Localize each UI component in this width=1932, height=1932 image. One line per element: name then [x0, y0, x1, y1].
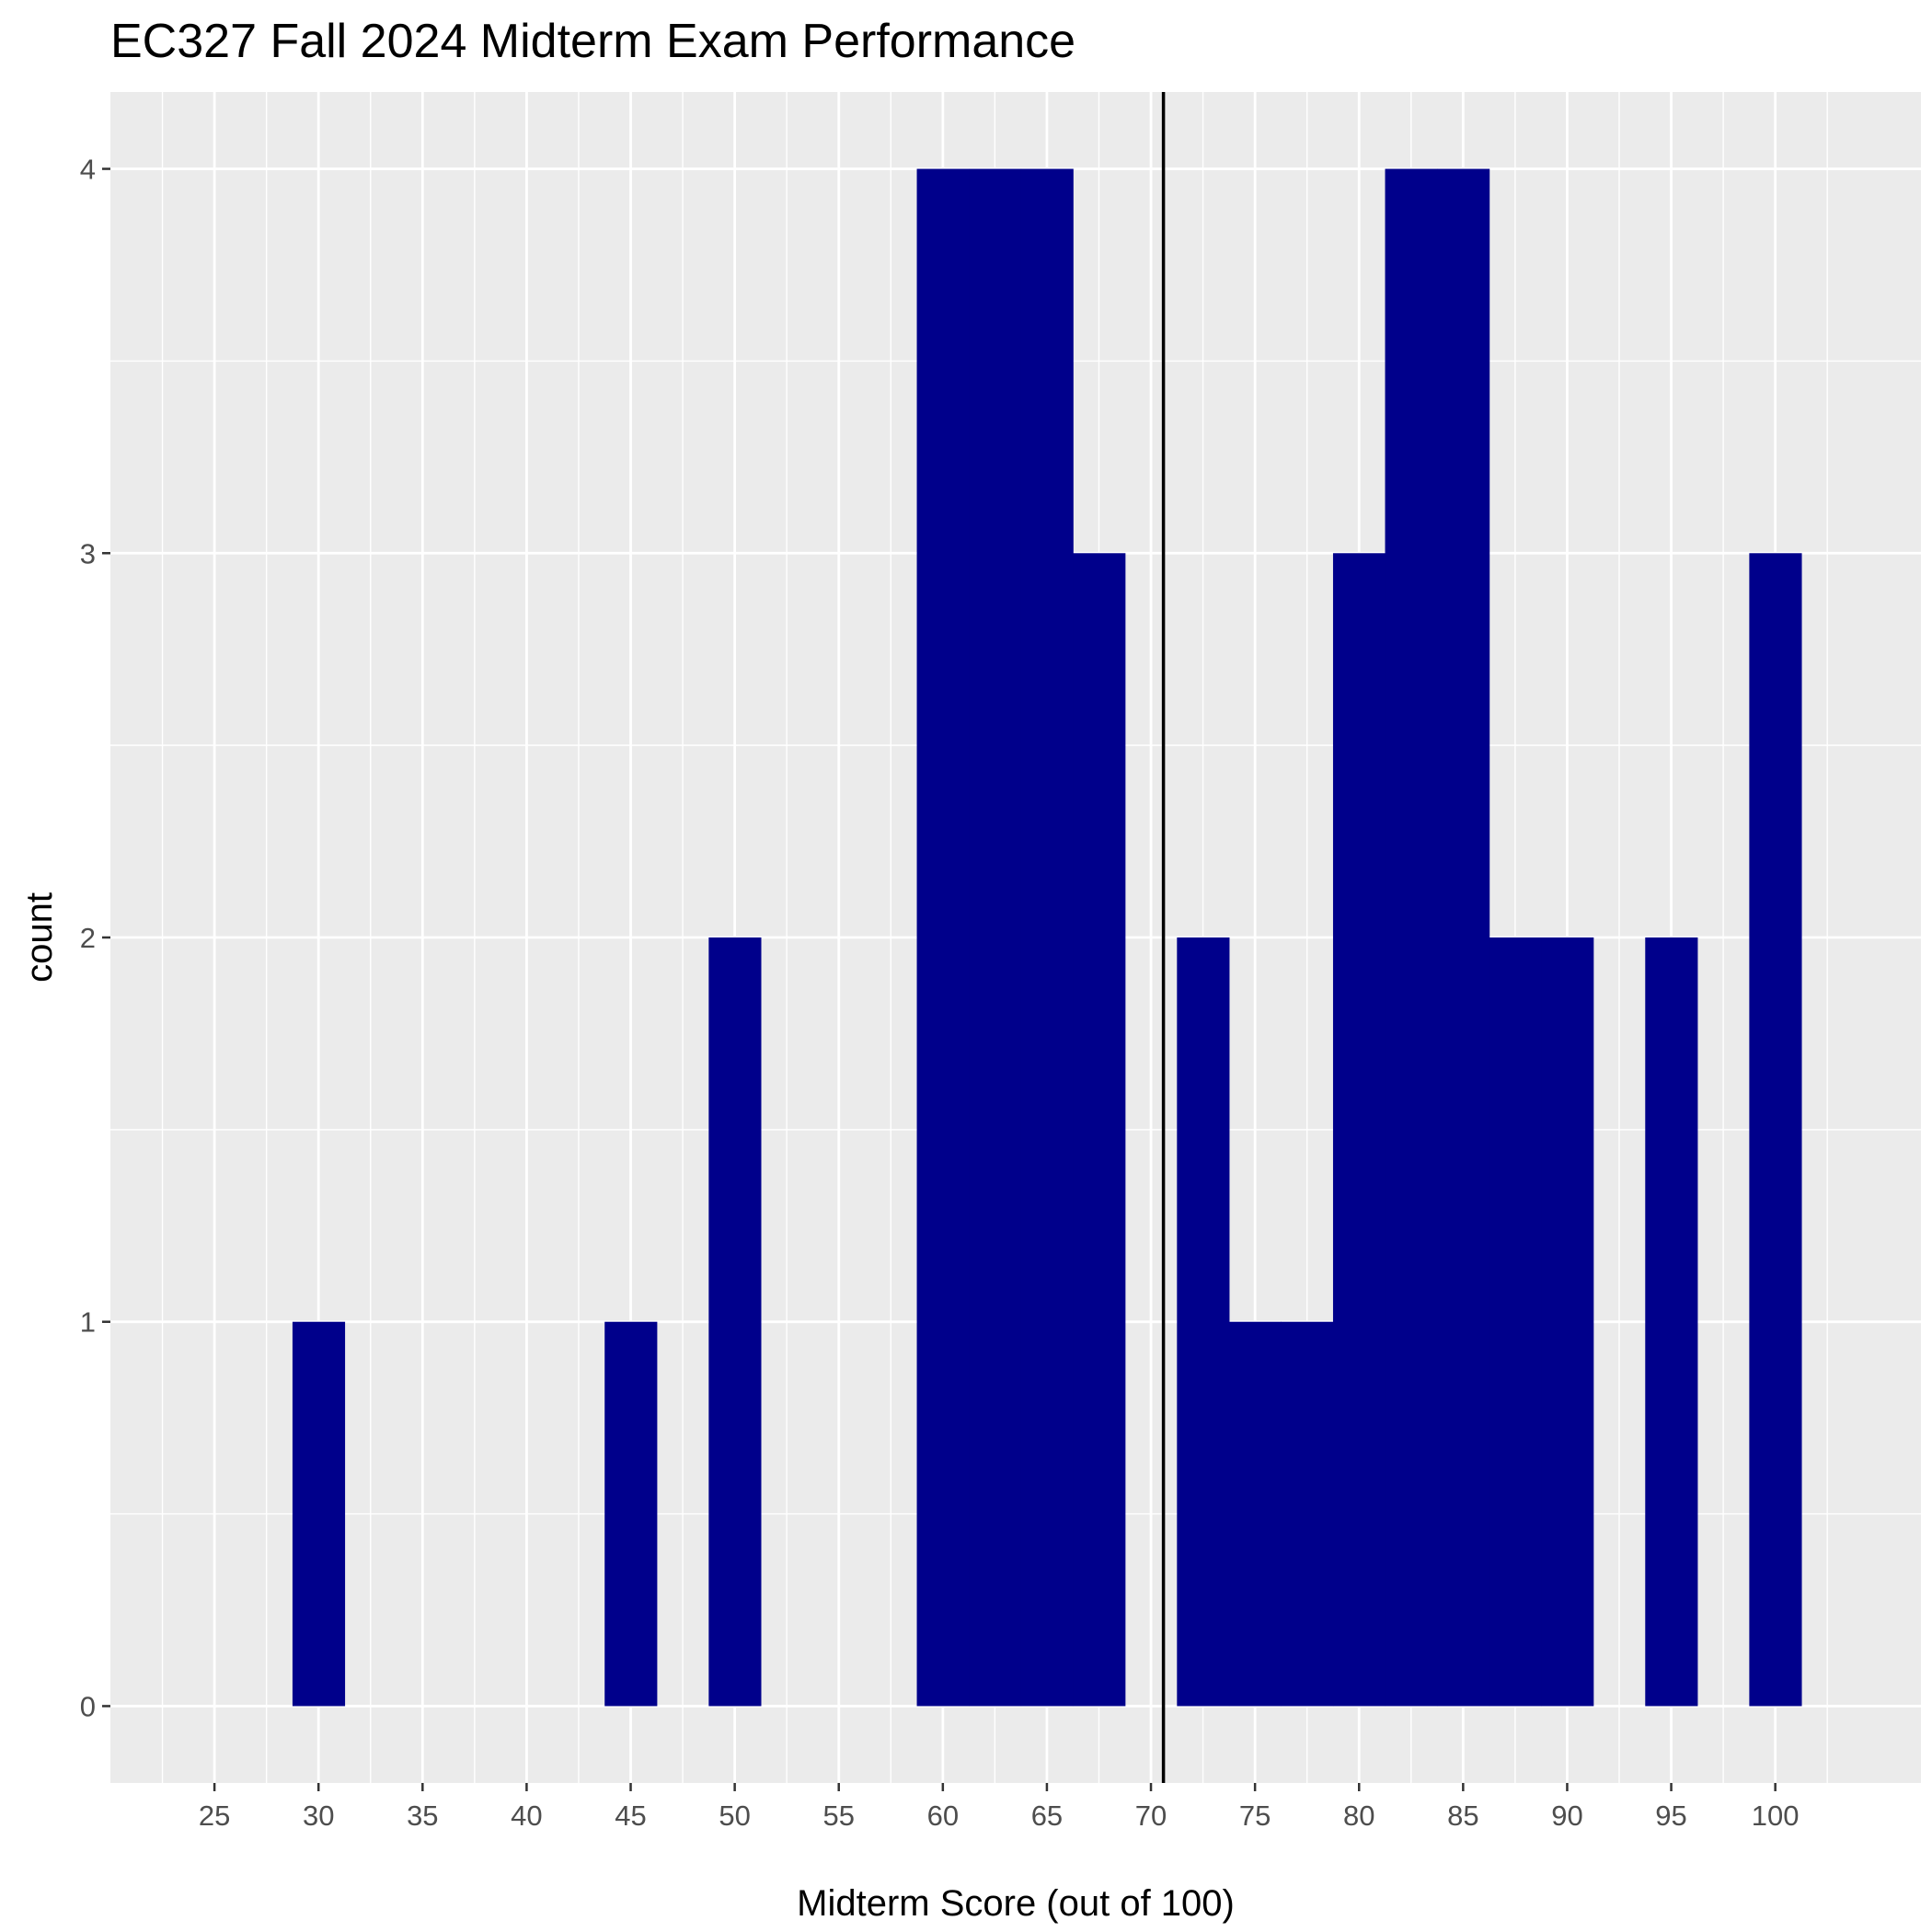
x-tick-label: 65 [1031, 1800, 1063, 1832]
x-tick-label: 50 [719, 1800, 750, 1832]
x-tick-label: 30 [303, 1800, 334, 1832]
histogram-bars [292, 168, 1802, 1707]
histogram-bar [1437, 168, 1490, 1707]
x-tick-label: 70 [1135, 1800, 1167, 1832]
histogram-bar [969, 168, 1022, 1707]
histogram-bar [1177, 937, 1230, 1707]
histogram-bar [292, 1321, 346, 1707]
histogram-bar [1281, 1321, 1334, 1707]
histogram-bar [1020, 168, 1074, 1707]
histogram-bar [1645, 937, 1698, 1707]
y-tick-label: 0 [80, 1690, 96, 1722]
x-axis-title: Midterm Score (out of 100) [797, 1883, 1235, 1924]
histogram-bar [1541, 937, 1594, 1707]
x-tick-label: 60 [927, 1800, 959, 1832]
histogram-bar [1385, 168, 1438, 1707]
y-axis-title: count [19, 892, 60, 983]
x-tick-label: 35 [407, 1800, 438, 1832]
x-tick-label: 75 [1239, 1800, 1271, 1832]
y-tick-label: 1 [80, 1306, 96, 1339]
histogram-bar [1489, 937, 1542, 1707]
y-axis: 0 1 2 3 4 [80, 154, 110, 1722]
x-tick-label: 25 [199, 1800, 230, 1832]
x-tick-label: 40 [511, 1800, 542, 1832]
x-tick-label: 55 [822, 1800, 854, 1832]
histogram-bar [1228, 1321, 1282, 1707]
chart-title: EC327 Fall 2024 Midterm Exam Performance [110, 15, 1075, 68]
histogram-bar [916, 168, 970, 1707]
x-tick-label: 85 [1447, 1800, 1478, 1832]
histogram-bar [1749, 553, 1802, 1707]
x-tick-label: 100 [1752, 1800, 1800, 1832]
x-tick-label: 95 [1655, 1800, 1686, 1832]
histogram-bar [604, 1321, 658, 1707]
x-axis: 25 30 35 40 45 50 55 60 65 70 75 80 85 90 95 100 [199, 1783, 1800, 1832]
y-tick-label: 4 [80, 154, 96, 186]
x-tick-label: 80 [1343, 1800, 1374, 1832]
x-tick-label: 45 [615, 1800, 646, 1832]
histogram-bar [1073, 553, 1126, 1707]
y-tick-label: 2 [80, 922, 96, 954]
histogram-bar [1332, 553, 1386, 1707]
x-tick-label: 90 [1551, 1800, 1582, 1832]
y-tick-label: 3 [80, 537, 96, 569]
histogram-bar [708, 937, 762, 1707]
